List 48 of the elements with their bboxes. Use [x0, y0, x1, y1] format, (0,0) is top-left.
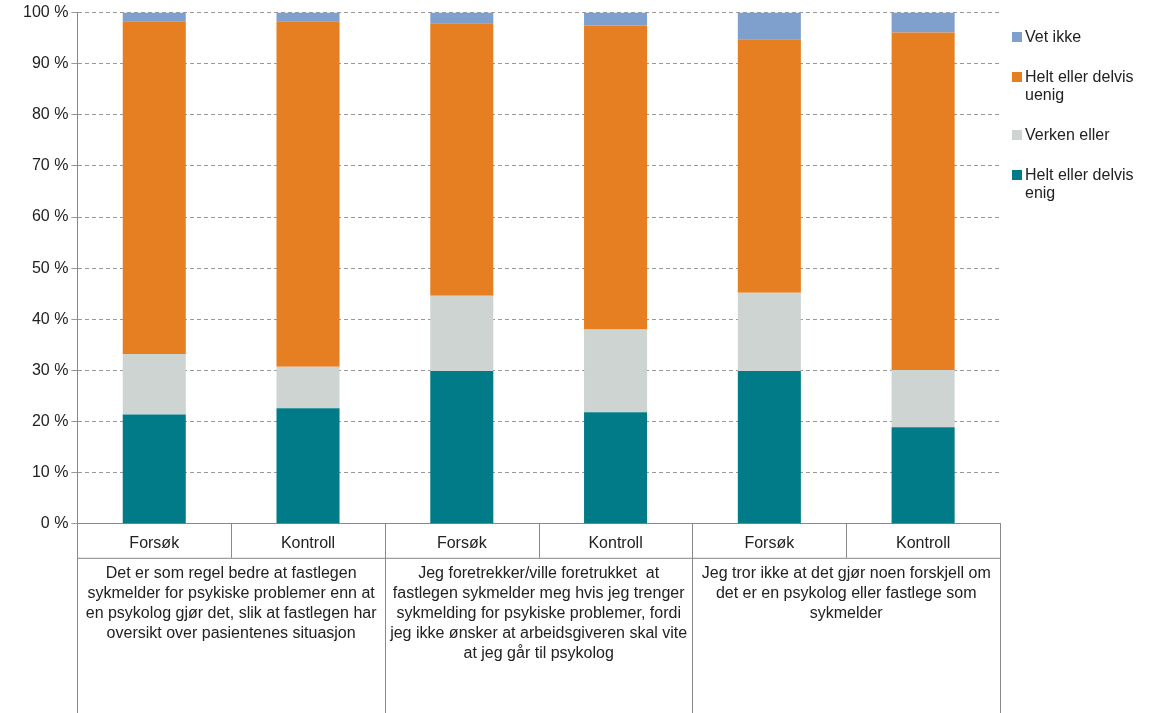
- x-tick-label: Kontroll: [895, 533, 951, 551]
- y-tick-label: 20 %: [31, 411, 69, 429]
- text: Jeg foretrekker/ville foretrukket at fastlegen sykmelder meg hvis jeg trenger sykmelding for psykiske problemer, fordi jeg ikke ønsker at arbeidsgiveren skal vite at jeg går til psykolog: [389, 564, 688, 662]
- x-tick-label: Forsøk: [436, 533, 488, 551]
- bar: [276, 408, 340, 524]
- bar: [122, 354, 186, 415]
- y-tick-label: 90 %: [31, 54, 69, 72]
- y-tick-label: 0 %: [40, 514, 69, 532]
- bar: [584, 25, 648, 330]
- bar: [122, 12, 186, 22]
- bar: [276, 12, 340, 22]
- bar: [584, 12, 648, 26]
- y-tick-label: 100 %: [22, 3, 69, 21]
- text: Det er som regel bedre at fastlegen sykmelder for psykiske problemer enn at en psykolog gjør det, slik at fastlegen har oversikt over pasientenes situasjon: [85, 564, 378, 642]
- legend-label: Verken eller: [1025, 126, 1110, 144]
- bar: [584, 329, 648, 413]
- y-tick-label: 10 %: [31, 463, 69, 481]
- x-tick-label: Kontroll: [280, 533, 336, 551]
- bar: [430, 370, 494, 524]
- legend-label: Helt eller delvis enig: [1025, 166, 1135, 202]
- bar: [737, 12, 801, 40]
- bar: [276, 366, 340, 409]
- legend-label: Helt eller delvis uenig: [1025, 68, 1135, 104]
- y-tick-label: 50 %: [31, 258, 69, 276]
- bar: [584, 412, 648, 524]
- bar: [276, 21, 340, 367]
- bar: [430, 12, 494, 24]
- bar: [737, 39, 801, 293]
- y-tick-label: 40 %: [31, 309, 69, 327]
- bar: [891, 12, 955, 33]
- bar: [737, 370, 801, 524]
- y-tick-label: 80 %: [31, 105, 69, 123]
- bar: [430, 23, 494, 296]
- x-tick-label: Kontroll: [588, 533, 643, 551]
- bar: [122, 414, 186, 524]
- y-tick-label: 30 %: [31, 360, 69, 378]
- y-tick-label: 60 %: [31, 207, 69, 225]
- bar: [891, 369, 955, 428]
- bar: [122, 21, 186, 355]
- legend-label: Vet ikke: [1025, 28, 1082, 46]
- x-tick-label: Forsøk: [744, 533, 796, 551]
- bar: [891, 32, 955, 370]
- bar: [891, 427, 955, 524]
- y-tick-label: 70 %: [31, 156, 69, 174]
- bar: [430, 295, 494, 371]
- text: Jeg tror ikke at det gjør noen forskjell om det er en psykolog eller fastlege som sykmelder: [701, 564, 991, 622]
- bar: [737, 292, 801, 371]
- x-tick-label: Forsøk: [129, 533, 181, 551]
